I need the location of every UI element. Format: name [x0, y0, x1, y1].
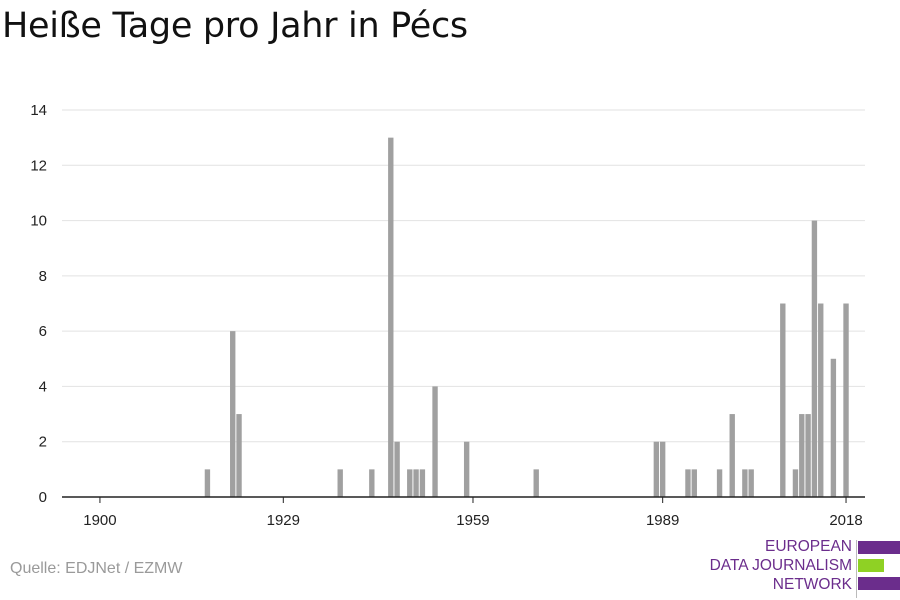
edjnet-logo: EUROPEAN DATA JOURNALISM NETWORK: [700, 538, 900, 598]
bar: [780, 303, 786, 497]
gridlines: [62, 109, 865, 443]
bar: [337, 469, 343, 497]
bar: [394, 441, 400, 497]
x-tick-label: 1929: [267, 512, 300, 529]
bar: [407, 469, 413, 497]
logo-line-network: NETWORK: [772, 576, 852, 593]
bar: [811, 220, 818, 498]
bar: [685, 469, 691, 497]
bar: [432, 386, 438, 497]
y-tick-label: 2: [39, 434, 47, 451]
x-tick-label: 1959: [456, 512, 489, 529]
bar: [659, 441, 666, 497]
y-tick-label: 12: [30, 157, 47, 174]
bar: [230, 331, 236, 497]
bar: [748, 469, 754, 497]
bar: [653, 441, 660, 497]
y-tick-label: 14: [30, 102, 47, 119]
bar: [792, 469, 799, 497]
bar: [463, 441, 470, 497]
bar: [204, 469, 211, 497]
bar: [716, 469, 723, 497]
logo-bar-middle: [858, 559, 884, 572]
bar: [236, 414, 242, 497]
bar: [388, 137, 394, 497]
logo-bar-top: [858, 541, 900, 554]
x-tick-label: 1900: [83, 512, 116, 529]
x-axis: [62, 496, 865, 503]
x-tick-labels: 1900 1929 1959 1989 2018: [83, 512, 862, 529]
bar: [830, 358, 837, 497]
bar: [419, 469, 426, 497]
y-tick-label: 8: [39, 268, 47, 285]
source-note: Quelle: EDJNet / EZMW: [10, 560, 183, 577]
bars: [204, 137, 849, 498]
x-tick-label: 1989: [646, 512, 679, 529]
bar: [729, 414, 735, 497]
y-tick-label: 10: [30, 213, 47, 230]
bar: [818, 303, 824, 497]
logo-line-european: EUROPEAN: [765, 538, 852, 555]
logo-bar-bottom: [858, 577, 900, 590]
x-tick-label: 2018: [829, 512, 862, 529]
bar: [843, 303, 849, 497]
bar: [805, 414, 811, 497]
logo-line-data-journalism: DATA JOURNALISM: [709, 557, 852, 574]
bar: [413, 469, 419, 497]
chart-title: Heiße Tage pro Jahr in Pécs: [2, 6, 468, 46]
bar: [742, 469, 748, 497]
bar: [691, 469, 697, 497]
y-tick-label: 6: [39, 323, 47, 340]
logo-divider: [856, 540, 857, 598]
y-tick-labels: 0 2 4 6 8 10 12 14: [30, 102, 47, 506]
y-tick-label: 4: [39, 378, 47, 395]
bar: [533, 469, 539, 497]
bar: [799, 414, 805, 497]
y-tick-label: 0: [39, 489, 47, 506]
bar: [369, 469, 375, 497]
